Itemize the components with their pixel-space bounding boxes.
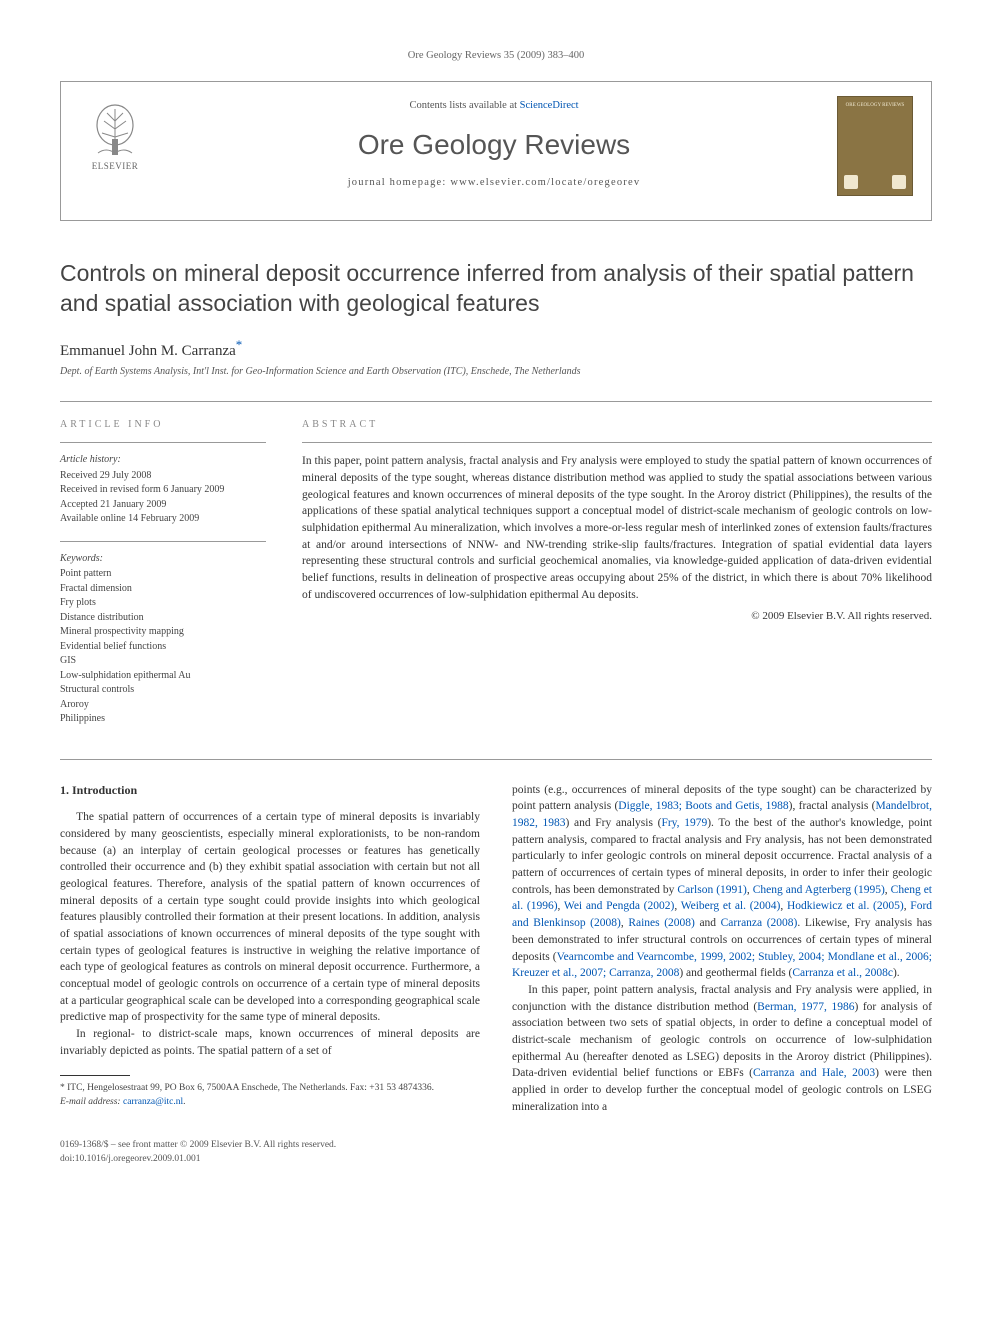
citation-link[interactable]: Hodkiewicz et al. (2005)	[787, 900, 904, 912]
publisher-logo: ELSEVIER	[79, 96, 151, 178]
rule-info	[60, 442, 266, 443]
author-name: Emmanuel John M. Carranza	[60, 343, 236, 359]
article-info-column: ARTICLE INFO Article history: Received 2…	[60, 418, 266, 741]
contents-prefix: Contents lists available at	[409, 100, 519, 111]
citation-link[interactable]: Berman, 1977, 1986	[757, 1001, 854, 1013]
corresponding-footnote: * ITC, Hengelosestraat 99, PO Box 6, 750…	[60, 1082, 480, 1095]
paragraph: The spatial pattern of occurrences of a …	[60, 809, 480, 1026]
keyword: Evidential belief functions	[60, 640, 266, 655]
abstract-column: ABSTRACT In this paper, point pattern an…	[302, 418, 932, 741]
journal-masthead: ELSEVIER Contents lists available at Sci…	[60, 81, 932, 221]
text-run: ,	[780, 900, 787, 912]
keywords-label: Keywords:	[60, 552, 266, 567]
citation-link[interactable]: Wei and Pengda (2002)	[564, 900, 674, 912]
text-run: ), fractal analysis (	[789, 800, 876, 812]
rule-bottom	[60, 759, 932, 760]
abstract-text: In this paper, point pattern analysis, f…	[302, 453, 932, 603]
email-label: E-mail address:	[60, 1097, 123, 1107]
paragraph: In regional- to district-scale maps, kno…	[60, 1026, 480, 1059]
article-info-heading: ARTICLE INFO	[60, 418, 266, 433]
history-revised: Received in revised form 6 January 2009	[60, 483, 266, 498]
footnote-text: ITC, Hengelosestraat 99, PO Box 6, 7500A…	[67, 1083, 434, 1093]
citation-link[interactable]: Weiberg et al. (2004)	[681, 900, 781, 912]
cover-mini-icon	[892, 175, 906, 189]
history-accepted: Accepted 21 January 2009	[60, 498, 266, 513]
keyword: Low-sulphidation epithermal Au	[60, 669, 266, 684]
history-received: Received 29 July 2008	[60, 469, 266, 484]
body-columns: 1. Introduction The spatial pattern of o…	[60, 782, 932, 1115]
journal-cover-thumb: ORE GEOLOGY REVIEWS	[837, 96, 913, 196]
keyword: Point pattern	[60, 567, 266, 582]
text-run: ).	[893, 967, 900, 979]
copyright-line: © 2009 Elsevier B.V. All rights reserved…	[302, 609, 932, 625]
citation-link[interactable]: Cheng and Agterberg (1995)	[753, 884, 885, 896]
keyword: GIS	[60, 654, 266, 669]
email-footnote: E-mail address: carranza@itc.nl.	[60, 1096, 480, 1109]
bottom-note: 0169-1368/$ – see front matter © 2009 El…	[60, 1139, 932, 1166]
paragraph: In this paper, point pattern analysis, f…	[512, 982, 932, 1115]
issn-line: 0169-1368/$ – see front matter © 2009 El…	[60, 1139, 932, 1152]
citation-link[interactable]: Fry, 1979	[661, 817, 707, 829]
text-run: and	[695, 917, 721, 929]
contents-available-line: Contents lists available at ScienceDirec…	[151, 100, 837, 111]
sciencedirect-link[interactable]: ScienceDirect	[520, 100, 579, 111]
journal-name: Ore Geology Reviews	[151, 129, 837, 161]
email-link[interactable]: carranza@itc.nl	[123, 1097, 183, 1107]
citation-link[interactable]: Carranza (2008)	[721, 917, 798, 929]
citation-link[interactable]: Carlson (1991)	[677, 884, 746, 896]
history-online: Available online 14 February 2009	[60, 512, 266, 527]
author-line: Emmanuel John M. Carranza*	[60, 337, 932, 360]
journal-homepage-line: journal homepage: www.elsevier.com/locat…	[151, 177, 837, 188]
paragraph: points (e.g., occurrences of mineral dep…	[512, 782, 932, 982]
publisher-name: ELSEVIER	[92, 161, 139, 171]
rule-keywords	[60, 541, 266, 542]
keyword: Mineral prospectivity mapping	[60, 625, 266, 640]
history-label: Article history:	[60, 453, 266, 468]
footnote-rule	[60, 1075, 130, 1076]
homepage-url: www.elsevier.com/locate/oregeorev	[450, 177, 640, 188]
citation-link[interactable]: Carranza and Hale, 2003	[753, 1067, 875, 1079]
citation-link[interactable]: Carranza et al., 2008c	[792, 967, 893, 979]
keyword: Distance distribution	[60, 611, 266, 626]
text-run: ) and Fry analysis (	[566, 817, 662, 829]
keyword: Fry plots	[60, 596, 266, 611]
abstract-heading: ABSTRACT	[302, 418, 932, 433]
citation-link[interactable]: Raines (2008)	[628, 917, 695, 929]
keyword: Aroroy	[60, 698, 266, 713]
article-title: Controls on mineral deposit occurrence i…	[60, 259, 932, 319]
rule-abstract	[302, 442, 932, 443]
cover-title: ORE GEOLOGY REVIEWS	[846, 103, 905, 109]
keyword: Philippines	[60, 712, 266, 727]
keyword: Fractal dimension	[60, 582, 266, 597]
keyword: Structural controls	[60, 683, 266, 698]
corresponding-star-icon: *	[236, 337, 243, 352]
affiliation: Dept. of Earth Systems Analysis, Int'l I…	[60, 366, 932, 377]
citation-link[interactable]: Diggle, 1983; Boots and Getis, 1988	[618, 800, 788, 812]
section-heading: 1. Introduction	[60, 782, 480, 799]
homepage-prefix: journal homepage:	[348, 177, 451, 188]
text-run: ) and geothermal fields (	[679, 967, 792, 979]
running-head: Ore Geology Reviews 35 (2009) 383–400	[60, 50, 932, 61]
cover-mini-icon	[844, 175, 858, 189]
doi-line: doi:10.1016/j.oregeorev.2009.01.001	[60, 1153, 932, 1166]
elsevier-tree-icon	[92, 103, 138, 159]
